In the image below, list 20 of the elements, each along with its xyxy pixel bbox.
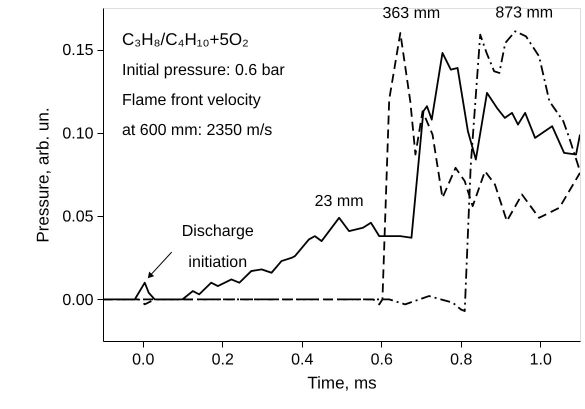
x-tick-label: 0.6: [370, 352, 393, 368]
annotation: 23 mm: [314, 192, 364, 210]
annotation: Initial pressure: 0.6 bar: [122, 62, 286, 79]
x-tick-label: 0.8: [450, 352, 472, 368]
x-tick-label: 1.0: [530, 352, 552, 368]
x-tick-label: 0.0: [132, 352, 154, 368]
annotation: C₃H₈/C₄H₁₀+5O₂: [122, 30, 249, 49]
y-tick-label: 0.05: [62, 208, 94, 226]
annotation: 363 mm: [382, 4, 440, 22]
y-tick-label: 0.00: [62, 292, 94, 309]
x-tick-label: 0.4: [291, 352, 314, 368]
y-tick-label: 0.10: [62, 125, 94, 142]
y-tick-label: 0.15: [62, 42, 94, 60]
x-axis-title: Time, ms: [307, 374, 377, 392]
annotation: at 600 mm: 2350 m/s: [122, 122, 272, 139]
y-axis-title: Pressure, arb. un.: [33, 107, 52, 243]
annotation: Flame front velocity: [122, 92, 261, 109]
annotation: Discharge initiation: [182, 223, 254, 272]
annotation: 873 mm: [495, 4, 554, 22]
x-tick-label: 0.2: [212, 352, 234, 368]
